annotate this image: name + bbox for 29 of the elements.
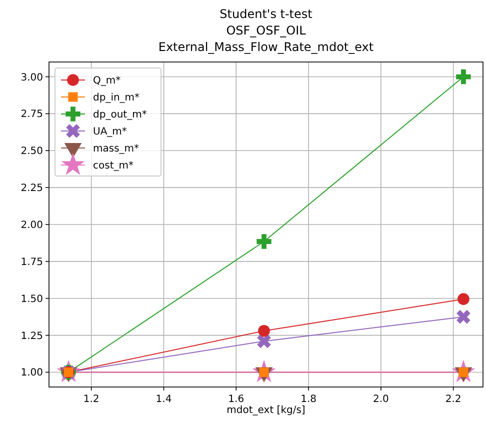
y-tick-label: 2.75 bbox=[20, 109, 43, 120]
legend-label: cost_m* bbox=[93, 160, 134, 172]
x-tick-label: 1.8 bbox=[300, 394, 316, 405]
y-tick-label: 1.00 bbox=[20, 368, 43, 379]
y-tick-label: 1.50 bbox=[20, 294, 43, 305]
y-tick-label: 2.50 bbox=[20, 146, 43, 158]
point bbox=[256, 234, 272, 249]
x-tick-label: 1.6 bbox=[228, 394, 244, 405]
legend-label: Q_m* bbox=[93, 76, 121, 86]
y-tick-label: 2.00 bbox=[20, 220, 43, 231]
point bbox=[458, 293, 470, 306]
x-tick-label: 1.2 bbox=[83, 394, 100, 405]
x-tick-label: 1.4 bbox=[156, 394, 172, 405]
point bbox=[456, 69, 471, 84]
x-tick-label: 2.2 bbox=[445, 394, 462, 405]
legend-label: dp_out_m* bbox=[93, 110, 147, 120]
x-tick-label: 2.0 bbox=[372, 394, 389, 405]
y-tick-label: 3.00 bbox=[20, 72, 43, 84]
x-axis-title: mdot_ext [kg/s] bbox=[226, 405, 306, 416]
chart-title: Student's t-test OSF_OSF_OIL External_Mass_Flow_Rate_mdot_ext bbox=[158, 7, 374, 54]
legend-label: dp_in_m* bbox=[93, 92, 140, 104]
y-tick-label: 2.25 bbox=[20, 183, 43, 194]
point bbox=[258, 324, 270, 337]
y-tick-label: 1.75 bbox=[20, 256, 43, 268]
point bbox=[257, 334, 271, 348]
point bbox=[456, 310, 470, 324]
legend-label: mass_m* bbox=[93, 144, 140, 154]
y-tick-label: 1.25 bbox=[20, 330, 43, 342]
legend-label: UA_m* bbox=[93, 126, 127, 138]
